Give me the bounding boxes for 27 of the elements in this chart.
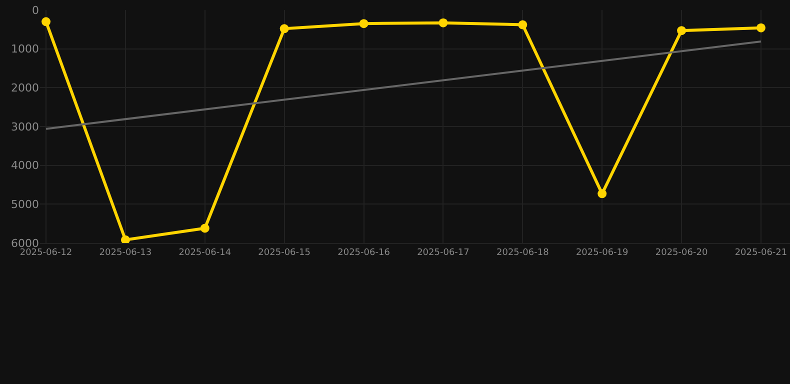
y-tick-label: 3000 (11, 120, 39, 134)
y-tick-label: 6000 (11, 236, 39, 250)
x-tick-label: 2025-06-13 (99, 248, 152, 258)
y-tick-label: 0 (32, 4, 39, 17)
x-tick-label: 2025-06-14 (178, 248, 232, 258)
y-tick-label: 1000 (11, 42, 39, 56)
y-tick-label: 4000 (11, 159, 39, 172)
point (200, 224, 210, 233)
x-tick-label: 2025-06-15 (258, 248, 310, 258)
point (280, 24, 289, 34)
point (438, 18, 448, 28)
point (120, 235, 130, 243)
y-tick-label: 2000 (11, 82, 39, 95)
x-tick-label: 2025-06-19 (576, 248, 629, 258)
y-tick-label: 5000 (11, 198, 39, 212)
point (42, 17, 51, 26)
x-tick-label: 2025-06-20 (655, 248, 708, 258)
x-tick-label: 2025-06-21 (734, 248, 788, 258)
point (677, 26, 686, 36)
point (756, 23, 766, 32)
point (518, 20, 528, 30)
point (598, 189, 607, 198)
x-tick-label: 2025-06-12 (20, 248, 72, 258)
point (359, 19, 368, 28)
x-tick-label: 2025-06-18 (496, 248, 550, 258)
x-tick-label: 2025-06-17 (417, 248, 470, 258)
x-tick-label: 2025-06-16 (338, 248, 390, 258)
